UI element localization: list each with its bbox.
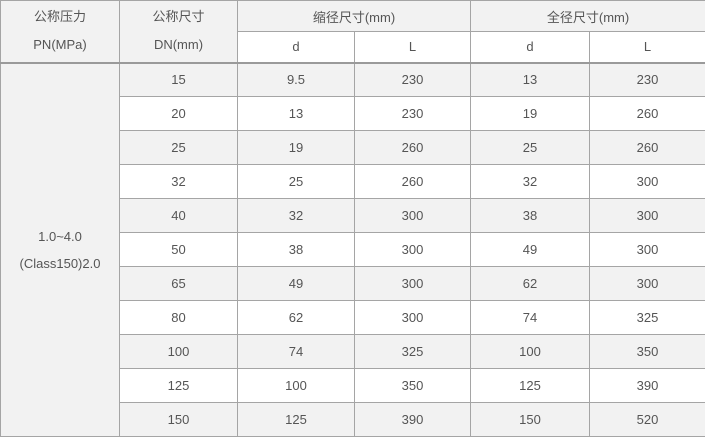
cell-reduced-l: 325 xyxy=(355,335,471,369)
cell-full-l: 520 xyxy=(590,403,705,437)
cell-full-d: 62 xyxy=(471,267,590,301)
pressure-value-cell: 1.0~4.0 (Class150)2.0 xyxy=(1,63,120,437)
header-pressure: 公称压力 PN(MPa) xyxy=(1,1,120,63)
cell-full-d: 125 xyxy=(471,369,590,403)
cell-reduced-l: 260 xyxy=(355,165,471,199)
cell-dn: 32 xyxy=(120,165,238,199)
pressure-value-line2: (Class150)2.0 xyxy=(1,250,119,277)
cell-reduced-d: 32 xyxy=(238,199,355,233)
cell-reduced-l: 230 xyxy=(355,63,471,97)
header-nominal-size-line1: 公称尺寸 xyxy=(120,3,237,31)
header-reduced-bore-group: 缩径尺寸(mm) xyxy=(238,1,471,32)
cell-full-l: 300 xyxy=(590,233,705,267)
cell-dn: 80 xyxy=(120,301,238,335)
cell-reduced-l: 350 xyxy=(355,369,471,403)
cell-reduced-d: 100 xyxy=(238,369,355,403)
header-full-l: L xyxy=(590,32,705,63)
cell-dn: 20 xyxy=(120,97,238,131)
cell-full-d: 19 xyxy=(471,97,590,131)
cell-dn: 15 xyxy=(120,63,238,97)
pressure-value-line1: 1.0~4.0 xyxy=(1,223,119,250)
cell-reduced-l: 300 xyxy=(355,267,471,301)
header-pressure-line1: 公称压力 xyxy=(1,3,119,31)
header-reduced-l: L xyxy=(355,32,471,63)
table-row: 1.0~4.0 (Class150)2.0 15 9.5 230 13 230 xyxy=(1,63,705,97)
cell-reduced-d: 49 xyxy=(238,267,355,301)
cell-reduced-d: 25 xyxy=(238,165,355,199)
cell-reduced-d: 38 xyxy=(238,233,355,267)
cell-full-d: 150 xyxy=(471,403,590,437)
cell-full-l: 390 xyxy=(590,369,705,403)
cell-reduced-d: 9.5 xyxy=(238,63,355,97)
cell-dn: 65 xyxy=(120,267,238,301)
cell-full-l: 230 xyxy=(590,63,705,97)
header-full-bore-group: 全径尺寸(mm) xyxy=(471,1,705,32)
cell-dn: 125 xyxy=(120,369,238,403)
cell-full-l: 350 xyxy=(590,335,705,369)
header-nominal-size: 公称尺寸 DN(mm) xyxy=(120,1,238,63)
header-reduced-d: d xyxy=(238,32,355,63)
cell-full-d: 74 xyxy=(471,301,590,335)
cell-full-d: 25 xyxy=(471,131,590,165)
table-body: 1.0~4.0 (Class150)2.0 15 9.5 230 13 230 … xyxy=(1,63,705,437)
cell-dn: 50 xyxy=(120,233,238,267)
header-group-row: 公称压力 PN(MPa) 公称尺寸 DN(mm) 缩径尺寸(mm) 全径尺寸(m… xyxy=(1,1,705,32)
cell-reduced-d: 13 xyxy=(238,97,355,131)
cell-dn: 40 xyxy=(120,199,238,233)
cell-reduced-l: 300 xyxy=(355,301,471,335)
cell-reduced-l: 390 xyxy=(355,403,471,437)
cell-full-l: 325 xyxy=(590,301,705,335)
table-header: 公称压力 PN(MPa) 公称尺寸 DN(mm) 缩径尺寸(mm) 全径尺寸(m… xyxy=(1,1,705,63)
cell-full-l: 260 xyxy=(590,97,705,131)
cell-full-d: 38 xyxy=(471,199,590,233)
header-pressure-line2: PN(MPa) xyxy=(1,31,119,59)
header-nominal-size-line2: DN(mm) xyxy=(120,31,237,59)
cell-reduced-d: 19 xyxy=(238,131,355,165)
cell-reduced-d: 62 xyxy=(238,301,355,335)
cell-reduced-l: 260 xyxy=(355,131,471,165)
cell-full-l: 300 xyxy=(590,267,705,301)
cell-reduced-l: 230 xyxy=(355,97,471,131)
cell-reduced-d: 125 xyxy=(238,403,355,437)
cell-reduced-l: 300 xyxy=(355,233,471,267)
cell-dn: 25 xyxy=(120,131,238,165)
cell-full-l: 260 xyxy=(590,131,705,165)
cell-dn: 100 xyxy=(120,335,238,369)
cell-full-d: 13 xyxy=(471,63,590,97)
cell-full-d: 49 xyxy=(471,233,590,267)
header-full-d: d xyxy=(471,32,590,63)
cell-full-d: 100 xyxy=(471,335,590,369)
cell-reduced-d: 74 xyxy=(238,335,355,369)
cell-full-l: 300 xyxy=(590,199,705,233)
cell-full-l: 300 xyxy=(590,165,705,199)
cell-full-d: 32 xyxy=(471,165,590,199)
cell-dn: 150 xyxy=(120,403,238,437)
cell-reduced-l: 300 xyxy=(355,199,471,233)
